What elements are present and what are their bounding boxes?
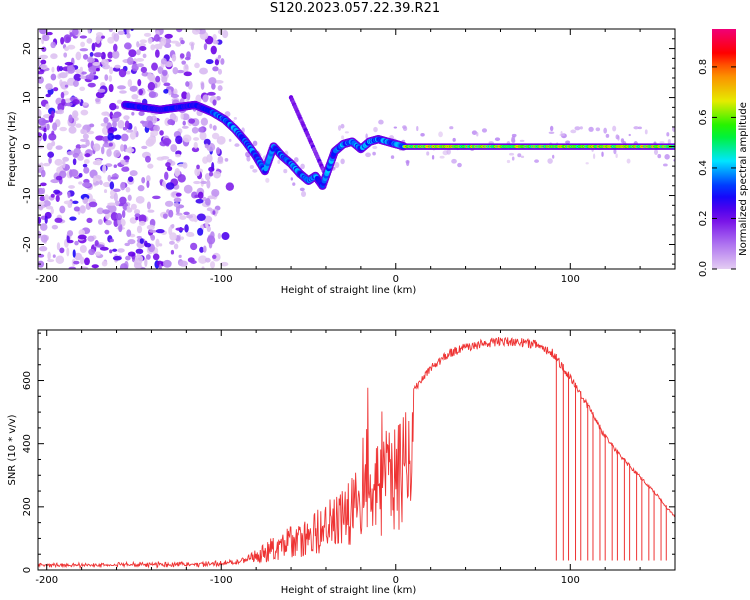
y-tick-label: 10 [22,91,33,104]
y-axis-label: SNR (10 * v/v) [7,414,18,485]
snr-panel: -200 -100 0 100 0 200 400 600 Height of straight… [7,329,676,596]
y-axis-label: Frequency (Hz) [7,111,18,187]
x-tick-label: 100 [561,274,580,285]
colorbar: 0.0 0.2 0.4 0.6 0.8 Normalized spectral ampli… [698,29,749,277]
x-tick-label: 100 [561,575,580,586]
y-tick-label: 0 [22,143,33,149]
y-tick-label: 200 [22,497,33,516]
colorbar-tick-label: 0.2 [698,211,709,227]
snr-series-line [38,336,675,570]
x-tick-label: -100 [210,274,233,285]
plot-frame [37,329,676,571]
colorbar-label: Normalized spectral amplitude [738,102,749,256]
spectrogram-image [38,29,675,269]
x-axis-label: Height of straight line (km) [281,285,417,296]
colorbar-tick-label: 0.8 [698,59,709,75]
y-tick-label: 0 [22,567,33,573]
figure-title: S120.2023.057.22.39.R21 [269,1,441,16]
x-tick-label: 0 [393,274,399,285]
x-tick-label: -100 [210,575,233,586]
x-tick-label: 0 [393,575,399,586]
colorbar-tick-label: 0.6 [698,109,709,125]
x-axis-label: Height of straight line (km) [281,585,417,596]
y-tick-label: -20 [22,236,33,252]
colorbar-tick-label: 0.4 [698,160,709,176]
plot-frame [37,28,676,270]
x-tick-label: -200 [35,575,58,586]
y-tick-label: 600 [22,371,33,390]
y-tick-label: 400 [22,434,33,453]
colorbar-gradient [712,29,736,269]
x-tick-label: -200 [35,274,58,285]
snr-plot-area [38,336,675,570]
y-tick-label: -10 [22,187,33,203]
colorbar-tick-label: 0.0 [698,261,709,277]
y-tick-label: 20 [22,42,33,55]
